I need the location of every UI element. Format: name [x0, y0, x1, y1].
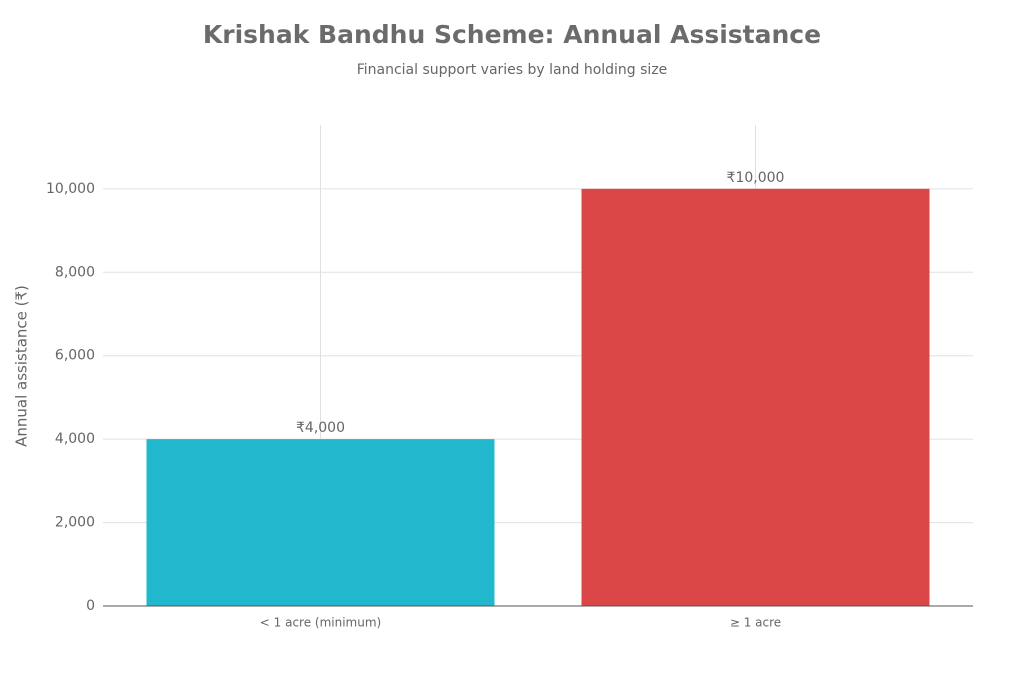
y-tick-label: 10,000	[46, 181, 95, 197]
y-tick-label: 0	[86, 598, 95, 614]
value-label: ₹4,000	[296, 420, 345, 436]
y-tick-label: 6,000	[55, 348, 95, 364]
bar	[146, 439, 495, 606]
y-axis-title: Annual assistance (₹)	[13, 285, 31, 447]
bar	[581, 188, 930, 607]
y-tick-label: 4,000	[55, 431, 95, 447]
y-tick-label: 8,000	[55, 264, 95, 280]
chart-subtitle: Financial support varies by land holding…	[357, 62, 668, 78]
x-tick-label: ≥ 1 acre	[730, 616, 781, 630]
chart-title: Krishak Bandhu Scheme: Annual Assistance	[203, 20, 821, 49]
y-tick-label: 2,000	[55, 515, 95, 531]
value-label: ₹10,000	[727, 170, 785, 186]
x-tick-label: < 1 acre (minimum)	[260, 616, 381, 630]
